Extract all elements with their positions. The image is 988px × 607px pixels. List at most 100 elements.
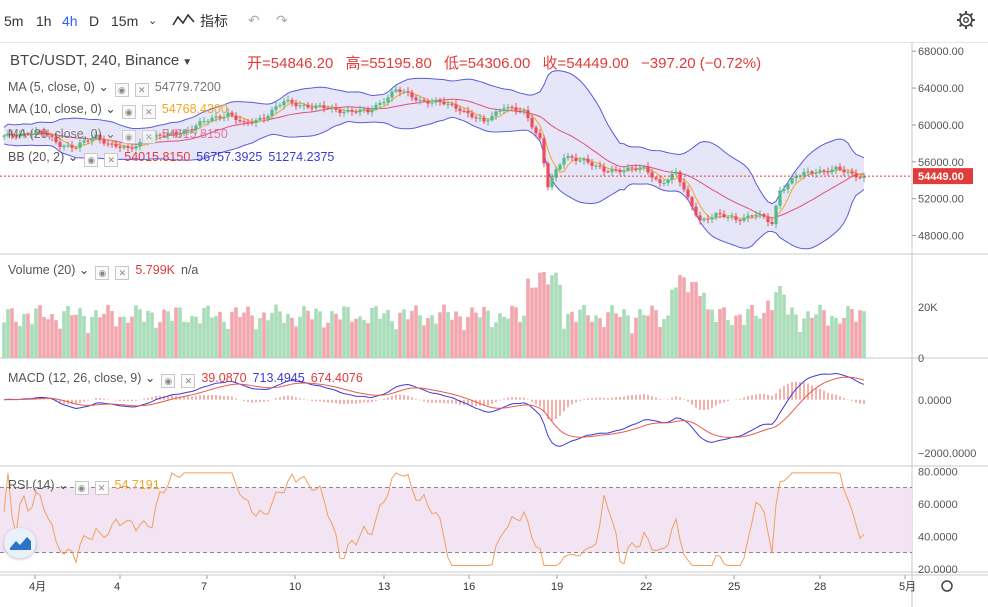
symbol-title[interactable]: BTC/USDT, 240, Binance ▼ — [10, 52, 192, 69]
undo-icon[interactable]: ↶ — [248, 12, 260, 28]
close-icon[interactable]: ✕ — [181, 374, 196, 388]
eye-icon[interactable]: ◉ — [114, 83, 129, 97]
candle-body — [554, 169, 558, 178]
candle-body — [826, 171, 830, 173]
close-icon[interactable]: ✕ — [115, 266, 130, 280]
eye-icon[interactable]: ◉ — [121, 105, 136, 119]
candle-body — [674, 171, 678, 174]
volume-bar — [170, 320, 174, 358]
legend-ma10[interactable]: MA (10, close, 0) ⌄ ◉ ✕ 54768.4300 — [8, 101, 228, 119]
indicators-button[interactable]: 指标 — [200, 13, 228, 29]
volume-bar — [678, 275, 682, 358]
volume-bar — [710, 309, 714, 358]
volume-bar — [506, 318, 510, 358]
legend-ma5[interactable]: MA (5, close, 0) ⌄ ◉ ✕ 54779.7200 — [8, 79, 221, 97]
candle-body — [666, 179, 670, 184]
chevron-down-icon[interactable]: ⌄ — [105, 102, 116, 116]
close-icon[interactable]: ✕ — [141, 105, 156, 119]
eye-icon[interactable]: ◉ — [84, 153, 99, 167]
volume-bar — [362, 319, 366, 358]
candle-body — [2, 135, 6, 137]
chevron-down-icon[interactable]: ⌄ — [98, 80, 109, 94]
volume-bar — [426, 318, 430, 358]
candle-body — [494, 111, 498, 116]
candle-body — [734, 216, 738, 220]
volume-bar — [854, 321, 858, 358]
candle-body — [814, 172, 818, 174]
candle-body — [682, 182, 686, 190]
eye-icon[interactable]: ◉ — [121, 130, 136, 144]
candle-body — [238, 120, 242, 122]
volume-bar — [386, 309, 390, 358]
volume-bar — [22, 314, 26, 358]
price-tick-label: 52000.00 — [918, 194, 964, 206]
candle-body — [82, 140, 86, 143]
chevron-down-icon[interactable]: ⌄ — [67, 150, 79, 164]
settings-gear-icon[interactable] — [941, 580, 953, 592]
chevron-down-icon[interactable]: ⌄ — [148, 15, 158, 27]
candle-body — [154, 134, 158, 138]
candle-body — [662, 183, 666, 185]
candle-body — [182, 130, 186, 134]
legend-macd[interactable]: MACD (12, 26, close, 9) ⌄ ◉ ✕ 39.0870 713.49… — [8, 370, 363, 388]
volume-bar — [142, 321, 146, 358]
chevron-down-icon[interactable]: ▼ — [182, 57, 193, 68]
volume-bar — [330, 311, 334, 358]
candle-body — [266, 115, 270, 119]
volume-bar — [406, 319, 410, 358]
volume-bar — [534, 287, 538, 358]
candle-body — [670, 173, 674, 180]
legend-bb[interactable]: BB (20, 2) ⌄ ◉ ✕ 54015.8150 56757.3925 51274.… — [8, 149, 334, 167]
candle-body — [546, 163, 550, 188]
volume-bar — [326, 322, 330, 358]
volume-bar — [750, 304, 754, 358]
candle-body — [394, 89, 398, 92]
candle-body — [234, 115, 238, 121]
volume-extra: n/a — [181, 263, 199, 277]
candle-body — [126, 146, 130, 148]
legend-ma20[interactable]: MA (20, close, 0) ⌄ ◉ ✕ 54615.8150 — [8, 126, 228, 144]
settings-gear-icon[interactable] — [956, 10, 976, 34]
interval-1h[interactable]: 1h — [36, 13, 52, 29]
volume-bar — [222, 321, 226, 358]
candle-body — [446, 103, 450, 105]
candle-body — [602, 166, 606, 172]
candle-body — [598, 165, 602, 167]
candle-body — [526, 110, 530, 118]
redo-icon[interactable]: ↷ — [276, 12, 288, 28]
close-icon[interactable]: ✕ — [94, 481, 109, 495]
symbol-label[interactable]: BTC/USDT, 240, Binance — [10, 52, 180, 69]
candle-body — [430, 102, 434, 104]
chevron-down-icon[interactable]: ⌄ — [58, 478, 69, 492]
indicators-icon[interactable] — [172, 12, 196, 32]
candle-body — [274, 106, 278, 110]
chevron-down-icon[interactable]: ⌄ — [78, 263, 90, 277]
candle-body — [322, 105, 326, 109]
eye-icon[interactable]: ◉ — [161, 374, 176, 388]
chevron-down-icon[interactable]: ⌄ — [105, 127, 116, 141]
legend-volume[interactable]: Volume (20) ⌄ ◉ ✕ 5.799K n/a — [8, 262, 198, 280]
toolbar: 5m 1h 4h D 15m ⌄ 指标 ↶ ↷ — [0, 0, 988, 43]
candle-body — [326, 108, 330, 110]
interval-d[interactable]: D — [89, 13, 100, 29]
volume-bar — [70, 315, 74, 358]
interval-4h[interactable]: 4h — [62, 13, 78, 29]
tradingview-logo[interactable] — [4, 528, 36, 558]
eye-icon[interactable]: ◉ — [74, 481, 89, 495]
interval-15m[interactable]: 15m — [111, 13, 139, 29]
volume-bar — [10, 308, 14, 358]
interval-5m[interactable]: 5m — [4, 13, 24, 29]
chevron-down-icon[interactable]: ⌄ — [144, 371, 156, 385]
legend-rsi[interactable]: RSI (14) ⌄ ◉ ✕ 54.7191 — [8, 477, 160, 495]
candle-body — [658, 179, 662, 184]
volume-bar — [774, 292, 778, 358]
rsi-tick-label: 20.0000 — [918, 564, 958, 576]
volume-bar — [658, 327, 662, 358]
close-icon[interactable]: ✕ — [134, 83, 149, 97]
candle-body — [846, 171, 850, 173]
close-icon[interactable]: ✕ — [141, 130, 156, 144]
volume-bar — [414, 305, 418, 358]
eye-icon[interactable]: ◉ — [95, 266, 110, 280]
volume-bar — [370, 307, 374, 358]
close-icon[interactable]: ✕ — [104, 153, 119, 167]
